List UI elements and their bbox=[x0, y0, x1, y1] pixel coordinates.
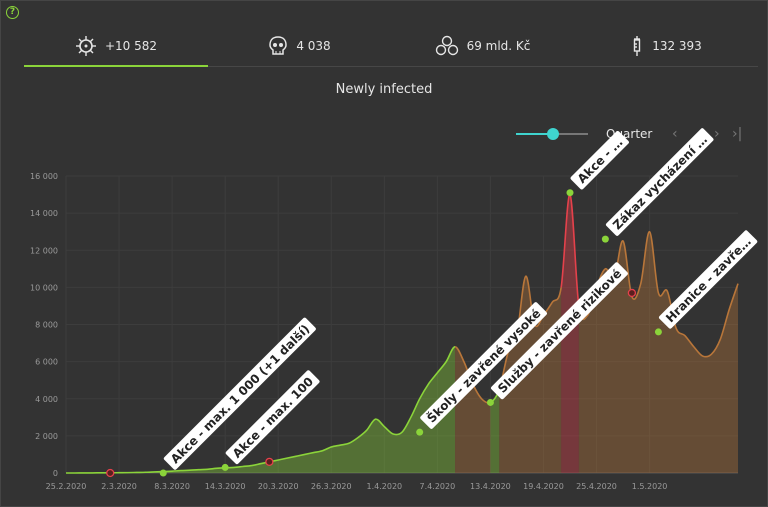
y-tick-label: 10 000 bbox=[30, 283, 58, 292]
chart-title: Newly infected bbox=[335, 82, 433, 97]
coins-icon bbox=[435, 35, 458, 56]
stats-tabs: +10 582 4 038 69 mld. Kč 132 393 bbox=[24, 26, 758, 67]
zoom-slider[interactable] bbox=[516, 128, 588, 140]
measure-end-marker bbox=[627, 288, 637, 298]
tab-costs[interactable]: 69 mld. Kč bbox=[391, 26, 574, 66]
series-area bbox=[561, 194, 579, 473]
y-tick-label: 14 000 bbox=[30, 209, 58, 218]
x-tick-label: 25.2.2020 bbox=[46, 482, 87, 491]
series-line bbox=[578, 230, 739, 358]
measure-end-marker bbox=[106, 468, 115, 478]
measure-label: Akce - … bbox=[570, 131, 629, 190]
tab-deaths[interactable]: 4 038 bbox=[208, 26, 391, 66]
measure-label-text: Akce - … bbox=[575, 135, 626, 186]
syringe-icon bbox=[633, 36, 641, 56]
x-tick-label: 19.4.2020 bbox=[523, 482, 564, 491]
series-area bbox=[66, 346, 456, 474]
measure-label-box bbox=[659, 230, 758, 329]
y-tick-label: 0 bbox=[53, 469, 58, 478]
measure-start-marker bbox=[159, 469, 167, 477]
measure-start-marker bbox=[601, 235, 609, 243]
help-icon[interactable]: ? bbox=[6, 6, 19, 19]
measure-start-marker bbox=[486, 398, 494, 406]
series-area bbox=[578, 231, 738, 473]
measure-label: Hranice - zavře… bbox=[659, 230, 758, 329]
skull-icon bbox=[269, 36, 288, 55]
measure-label-text: Hranice - zavře… bbox=[663, 235, 754, 326]
measure-end-marker bbox=[265, 457, 274, 467]
y-tick-label: 12 000 bbox=[30, 246, 58, 255]
measure-start-marker bbox=[566, 189, 574, 197]
last-button[interactable]: ›| bbox=[732, 126, 743, 142]
x-tick-label: 1.4.2020 bbox=[367, 482, 403, 491]
slider-thumb[interactable] bbox=[547, 128, 559, 140]
x-tick-label: 1.5.2020 bbox=[632, 482, 668, 491]
measure-label-box bbox=[225, 370, 320, 465]
x-tick-label: 14.3.2020 bbox=[205, 482, 246, 491]
series-area bbox=[490, 389, 500, 473]
tab-vaccinations[interactable]: 132 393 bbox=[574, 26, 758, 66]
tab-costs-label: 69 mld. Kč bbox=[466, 39, 531, 53]
tab-new-cases[interactable]: +10 582 bbox=[24, 26, 208, 67]
y-tick-label: 4 000 bbox=[35, 395, 58, 404]
x-tick-label: 7.4.2020 bbox=[420, 482, 456, 491]
x-tick-label: 13.4.2020 bbox=[470, 482, 511, 491]
measure-start-marker bbox=[416, 428, 424, 436]
measure-label-box bbox=[420, 302, 547, 429]
y-tick-label: 6 000 bbox=[35, 358, 58, 367]
measure-label-box bbox=[491, 262, 628, 400]
measure-label-text: Zákaz vycházení … bbox=[610, 132, 710, 232]
series-area bbox=[499, 276, 562, 473]
y-tick-label: 8 000 bbox=[35, 321, 58, 330]
measure-start-marker bbox=[654, 328, 662, 336]
measure-start-marker bbox=[221, 463, 229, 471]
measure-label-box bbox=[605, 128, 714, 236]
slider-track bbox=[554, 133, 588, 135]
tab-vaccinations-label: 132 393 bbox=[652, 39, 702, 53]
x-tick-label: 25.4.2020 bbox=[576, 482, 617, 491]
x-tick-label: 8.3.2020 bbox=[154, 482, 190, 491]
tab-new-cases-label: +10 582 bbox=[104, 39, 158, 53]
x-tick-label: 2.3.2020 bbox=[101, 482, 137, 491]
prev-button[interactable]: ‹ bbox=[672, 126, 678, 142]
x-tick-label: 26.3.2020 bbox=[311, 482, 352, 491]
tab-deaths-label: 4 038 bbox=[296, 39, 331, 53]
y-tick-label: 2 000 bbox=[35, 432, 58, 441]
x-tick-label: 20.3.2020 bbox=[258, 482, 299, 491]
y-tick-label: 16 000 bbox=[30, 172, 58, 181]
measure-label-box bbox=[570, 131, 629, 190]
virus-icon bbox=[75, 36, 96, 56]
measure-label-box bbox=[163, 317, 316, 470]
series-line bbox=[65, 345, 456, 474]
slider-track-filled bbox=[516, 133, 554, 135]
next-button[interactable]: › bbox=[714, 126, 720, 142]
